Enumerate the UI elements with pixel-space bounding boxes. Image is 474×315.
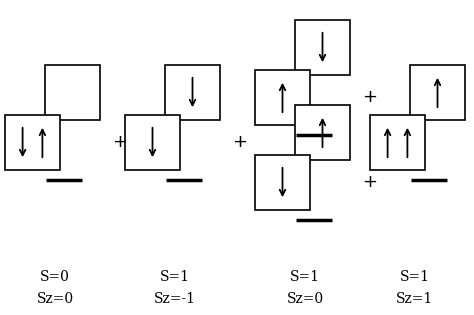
Text: S=1: S=1 bbox=[160, 270, 190, 284]
Text: S=1: S=1 bbox=[400, 270, 430, 284]
Bar bbox=[5, 115, 60, 170]
Bar bbox=[45, 65, 100, 120]
Bar bbox=[370, 115, 425, 170]
Text: +: + bbox=[233, 133, 247, 151]
Bar bbox=[255, 70, 310, 125]
Text: +: + bbox=[363, 88, 377, 106]
Text: S=1: S=1 bbox=[290, 270, 320, 284]
Bar bbox=[165, 65, 220, 120]
Text: +: + bbox=[112, 133, 128, 151]
Text: Sz=0: Sz=0 bbox=[286, 292, 324, 306]
Bar bbox=[410, 65, 465, 120]
Text: +: + bbox=[363, 173, 377, 191]
Text: Sz=1: Sz=1 bbox=[396, 292, 434, 306]
Bar bbox=[255, 155, 310, 210]
Text: Sz=-1: Sz=-1 bbox=[154, 292, 196, 306]
Text: Sz=0: Sz=0 bbox=[36, 292, 73, 306]
Bar bbox=[125, 115, 180, 170]
Bar bbox=[295, 105, 350, 160]
Text: S=0: S=0 bbox=[40, 270, 70, 284]
Bar bbox=[295, 20, 350, 75]
